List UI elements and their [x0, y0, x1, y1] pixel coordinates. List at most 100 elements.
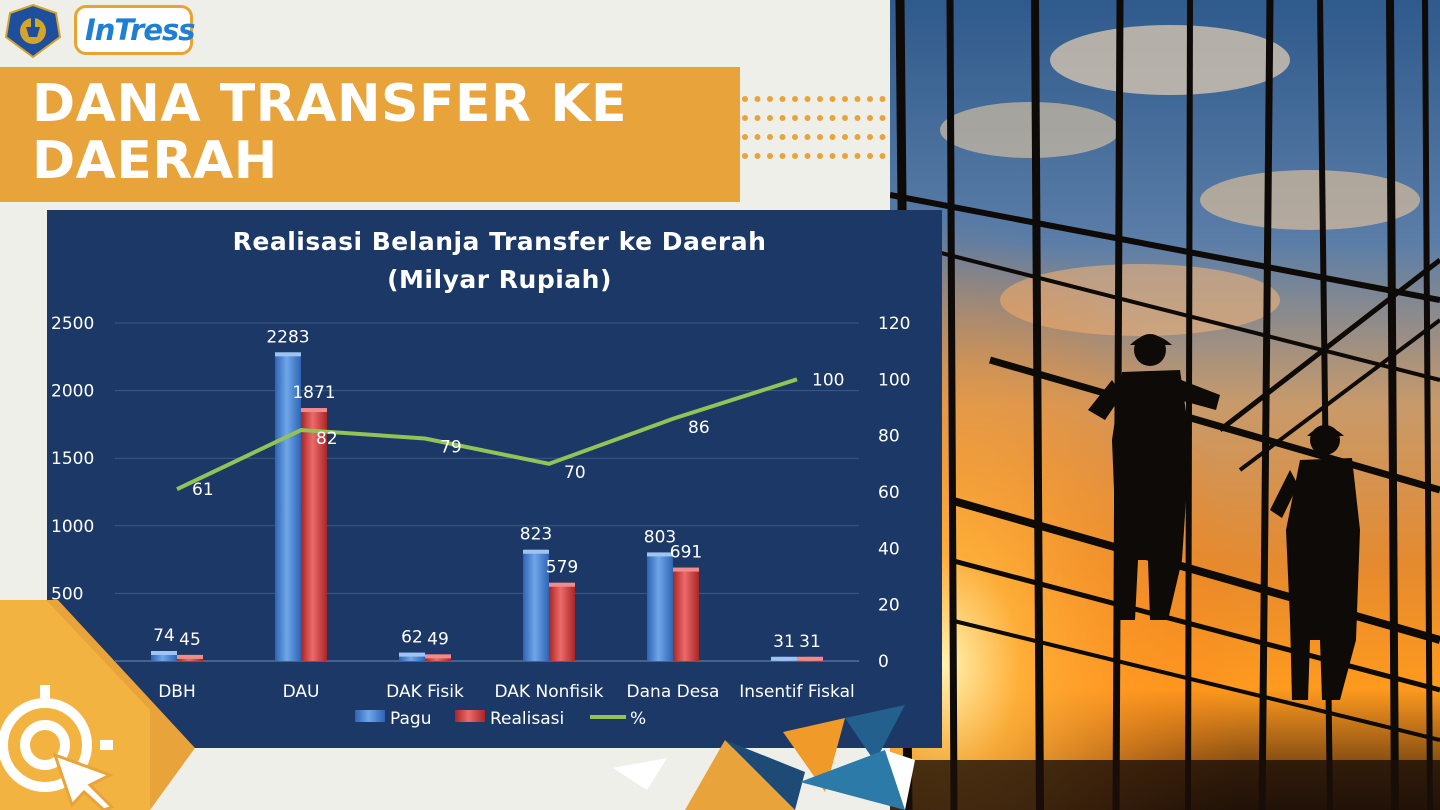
construction-photo — [890, 0, 1440, 810]
left-tick-label: 2000 — [51, 382, 94, 402]
pattern-dot — [804, 115, 811, 121]
legend-swatch — [455, 710, 485, 722]
pagu-data-label: 31 — [773, 632, 795, 652]
pattern-dot — [879, 153, 886, 159]
pagu-data-label: 62 — [401, 628, 423, 648]
left-tick-label: 1500 — [51, 449, 94, 469]
pattern-dot — [829, 153, 836, 159]
pattern-dot — [854, 134, 861, 140]
realisasi-data-label: 49 — [427, 629, 449, 649]
realisasi-data-label: 31 — [799, 632, 821, 652]
pattern-dot — [817, 134, 823, 140]
pattern-dot — [792, 115, 798, 121]
realisasi-bar-cap — [425, 654, 451, 659]
pattern-dot — [854, 115, 861, 121]
pattern-dot — [879, 115, 886, 121]
realisasi-bar — [549, 582, 575, 661]
pattern-dot — [767, 96, 773, 102]
realisasi-bar-cap — [673, 567, 699, 572]
pattern-dot — [742, 115, 748, 121]
title-banner — [0, 67, 740, 202]
realisasi-data-label: 45 — [179, 630, 201, 650]
percent-line — [176, 377, 798, 491]
dot-pattern — [742, 96, 886, 159]
pattern-dot — [867, 115, 873, 121]
pattern-dot — [767, 115, 773, 121]
realisasi-bar-cap — [177, 654, 203, 659]
pattern-dot — [767, 153, 773, 159]
pattern-dot — [879, 134, 886, 140]
legend-swatch — [355, 710, 385, 722]
pattern-dot — [754, 134, 761, 140]
pagu-bar-cap — [151, 650, 177, 655]
pattern-dot — [804, 96, 811, 102]
pattern-dot — [854, 153, 861, 159]
pattern-dot — [792, 153, 798, 159]
pattern-dot — [817, 115, 823, 121]
chart-title-line1: Realisasi Belanja Transfer ke Daerah — [232, 227, 767, 256]
page-title: DANA TRANSFER KE DAERAH — [32, 74, 628, 191]
chart-card: Realisasi Belanja Transfer ke Daerah (Mi… — [47, 210, 942, 748]
pattern-dot — [829, 134, 836, 140]
realisasi-bar — [301, 408, 327, 661]
pattern-dot — [742, 96, 748, 102]
pattern-dot — [779, 134, 786, 140]
pattern-dot — [754, 115, 761, 121]
category-label: Dana Desa — [627, 682, 720, 702]
pattern-dot — [817, 96, 823, 102]
pattern-dot — [867, 153, 873, 159]
right-tick-label: 100 — [878, 370, 910, 390]
realisasi-data-label: 691 — [670, 543, 702, 563]
realisasi-bar-cap — [549, 582, 575, 587]
pagu-bar — [275, 352, 301, 661]
pagu-bar — [647, 552, 673, 661]
chart-plot: 500 1000 1500 2000 2500 0 20 40 60 80 100 120 74 2283… — [51, 314, 910, 729]
pagu-bar-cap — [523, 549, 549, 554]
pattern-dot — [804, 134, 811, 140]
pagu-bar — [151, 650, 177, 661]
percent-data-label: 100 — [812, 370, 844, 390]
pattern-dot — [842, 134, 848, 140]
pattern-dot — [792, 96, 798, 102]
pagu-data-label: 823 — [520, 525, 552, 545]
pattern-dot — [779, 96, 786, 102]
category-label: Insentif Fiskal — [739, 682, 854, 702]
pattern-dot — [742, 134, 748, 140]
geometric-decoration — [613, 705, 915, 810]
pattern-dot — [742, 153, 748, 159]
pattern-dot — [842, 153, 848, 159]
category-label: DBH — [158, 682, 196, 702]
pattern-dot — [792, 134, 798, 140]
logo-text: InTress — [85, 13, 196, 47]
pattern-dot — [879, 96, 886, 102]
legend-label: Realisasi — [490, 709, 564, 729]
chart-title: Realisasi Belanja Transfer ke Daerah (Mi… — [47, 223, 952, 299]
right-tick-label: 0 — [878, 652, 889, 672]
pattern-dot — [754, 96, 761, 102]
percent-data-label: 79 — [440, 437, 462, 457]
category-label: DAU — [283, 682, 320, 702]
left-tick-label: 1000 — [51, 517, 94, 537]
pagu-bar-cap — [771, 656, 797, 661]
left-tick-label: 2500 — [51, 314, 94, 334]
percent-data-label: 82 — [316, 429, 338, 449]
chart-title-line2: (Milyar Rupiah) — [387, 265, 612, 294]
category-label: DAK Nonfisik — [495, 682, 604, 702]
pattern-dot — [767, 134, 773, 140]
pattern-dot — [779, 115, 786, 121]
pattern-dot — [867, 96, 873, 102]
pattern-dot — [854, 96, 861, 102]
pattern-dot — [779, 153, 786, 159]
pagu-data-label: 2283 — [266, 327, 309, 347]
pattern-dot — [804, 153, 811, 159]
pagu-bar-cap — [399, 652, 425, 657]
pagu-bar — [523, 549, 549, 661]
right-tick-label: 60 — [878, 483, 900, 503]
realisasi-bar-cap — [301, 408, 327, 413]
pagu-bar — [399, 652, 425, 661]
pattern-dot — [817, 153, 823, 159]
right-tick-label: 40 — [878, 539, 900, 559]
realisasi-bar — [673, 567, 699, 661]
category-label: DAK Fisik — [386, 682, 464, 702]
pattern-dot — [867, 134, 873, 140]
